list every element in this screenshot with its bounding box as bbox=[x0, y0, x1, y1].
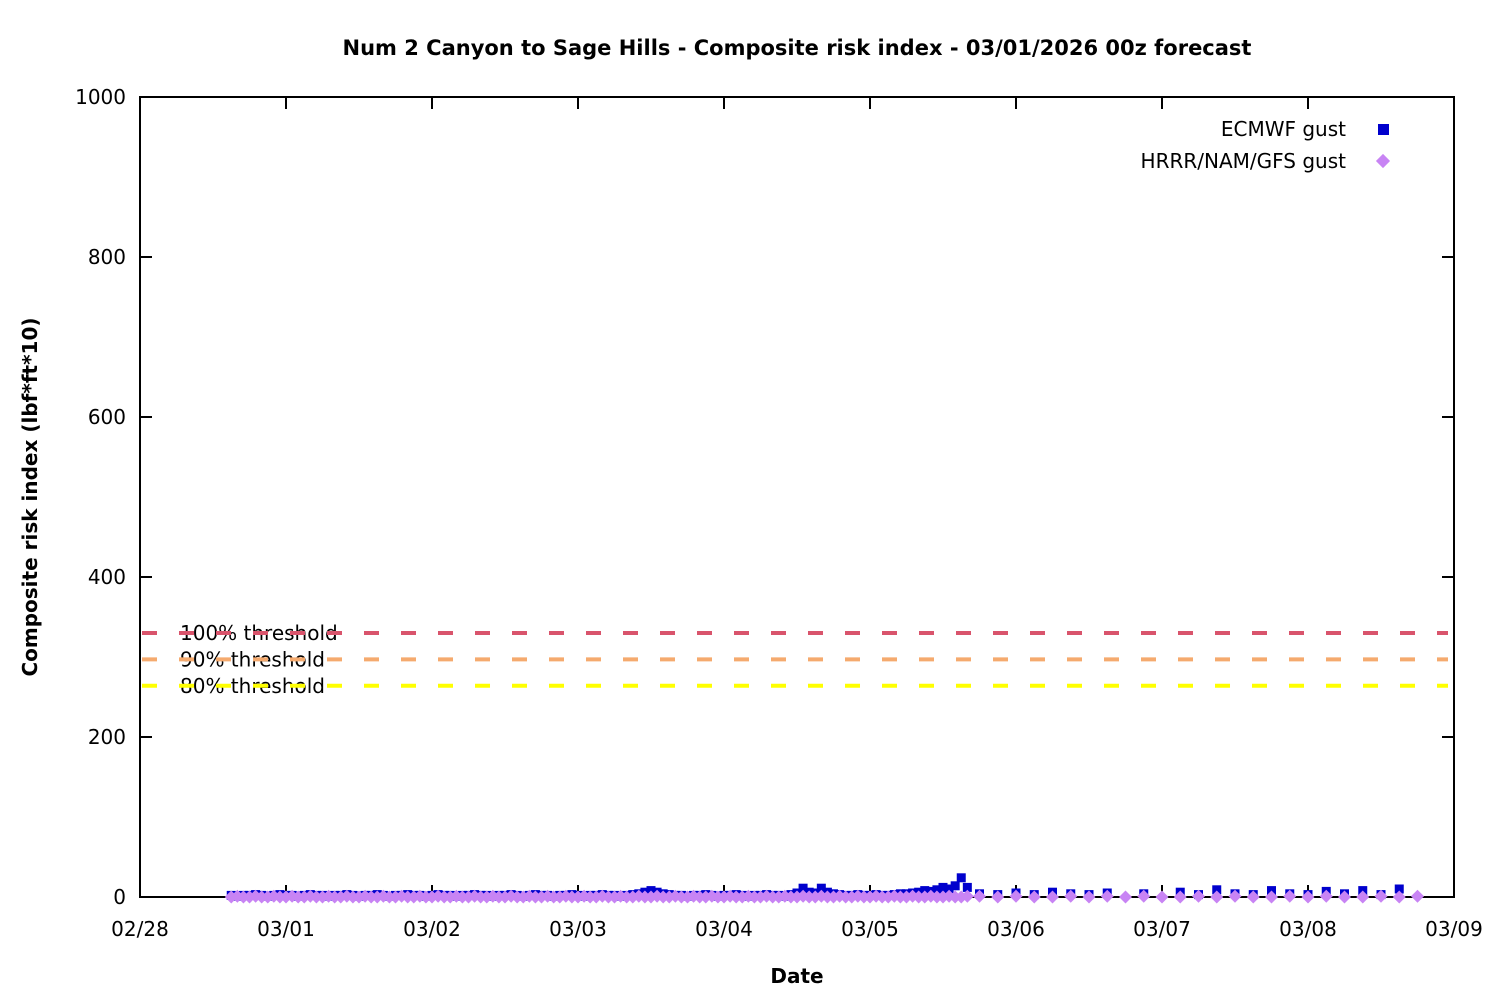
x-tick-label: 03/02 bbox=[403, 917, 461, 941]
data-point-diamond bbox=[1046, 890, 1059, 904]
data-point-diamond bbox=[1356, 890, 1370, 904]
x-tick-label: 03/01 bbox=[257, 917, 315, 941]
data-point-diamond bbox=[1392, 890, 1406, 904]
x-tick-label: 03/06 bbox=[987, 917, 1045, 941]
data-point-diamond bbox=[1411, 889, 1424, 903]
y-tick-label: 1000 bbox=[75, 85, 126, 109]
square-marker-icon bbox=[1377, 123, 1389, 135]
data-point-diamond bbox=[1210, 890, 1224, 904]
data-point-diamond bbox=[1228, 889, 1242, 903]
legend-item-ecmwf: ECMWF gust bbox=[1221, 117, 1406, 141]
data-point-diamond bbox=[1137, 889, 1151, 903]
data-point-diamond bbox=[1100, 889, 1114, 903]
data-point-square bbox=[816, 883, 826, 893]
legend-item-hrrr: HRRR/NAM/GFS gust bbox=[1141, 149, 1406, 173]
x-tick-label: 03/03 bbox=[549, 917, 607, 941]
data-point-diamond bbox=[1027, 890, 1041, 904]
x-axis-label: Date bbox=[770, 964, 824, 988]
data-point-square bbox=[962, 882, 972, 892]
x-tick-label: 03/07 bbox=[1133, 917, 1191, 941]
data-point-diamond bbox=[1082, 890, 1096, 904]
data-point-diamond bbox=[1283, 889, 1297, 903]
data-point-diamond bbox=[1301, 890, 1315, 904]
plot-border bbox=[139, 96, 1455, 898]
data-point-square bbox=[932, 885, 942, 895]
data-point-square bbox=[950, 881, 960, 891]
data-point-diamond bbox=[973, 889, 986, 903]
x-tick-label: 03/04 bbox=[695, 917, 753, 941]
y-tick-label: 800 bbox=[88, 245, 126, 269]
data-point-diamond bbox=[1246, 890, 1260, 904]
x-tick-label: 02/28 bbox=[111, 917, 169, 941]
diamond-marker-icon bbox=[1375, 153, 1391, 169]
data-point-square bbox=[798, 883, 808, 893]
legend-label-hrrr: HRRR/NAM/GFS gust bbox=[1140, 149, 1346, 173]
legend-marker-box bbox=[1360, 153, 1406, 169]
data-point-diamond bbox=[1319, 889, 1333, 903]
chart-title: Num 2 Canyon to Sage Hills - Composite r… bbox=[342, 36, 1252, 60]
y-tick-label: 0 bbox=[113, 885, 126, 909]
data-point-diamond bbox=[960, 889, 974, 903]
data-point-diamond bbox=[1155, 890, 1169, 904]
data-point-diamond bbox=[991, 890, 1005, 904]
data-point-square bbox=[956, 873, 966, 883]
data-point-diamond bbox=[1119, 890, 1132, 904]
x-tick-label: 03/09 bbox=[1425, 917, 1483, 941]
data-point-diamond bbox=[1374, 889, 1388, 903]
data-point-square bbox=[1394, 884, 1404, 894]
data-point-square bbox=[938, 882, 948, 892]
data-point-square bbox=[944, 884, 954, 894]
data-point-diamond bbox=[1064, 889, 1078, 903]
y-tick-label: 200 bbox=[88, 725, 126, 749]
x-tick-label: 03/05 bbox=[841, 917, 899, 941]
legend-marker-box bbox=[1360, 123, 1406, 135]
data-point-diamond bbox=[1173, 890, 1187, 904]
data-point-square bbox=[1212, 885, 1222, 895]
x-tick-label: 03/08 bbox=[1279, 917, 1337, 941]
y-tick-label: 600 bbox=[88, 405, 126, 429]
y-tick-label: 400 bbox=[88, 565, 126, 589]
data-point-diamond bbox=[1009, 889, 1023, 903]
data-point-diamond bbox=[1192, 889, 1205, 903]
data-point-diamond bbox=[1265, 890, 1278, 904]
data-point-diamond bbox=[1338, 890, 1351, 904]
legend-label-ecmwf: ECMWF gust bbox=[1220, 117, 1346, 141]
